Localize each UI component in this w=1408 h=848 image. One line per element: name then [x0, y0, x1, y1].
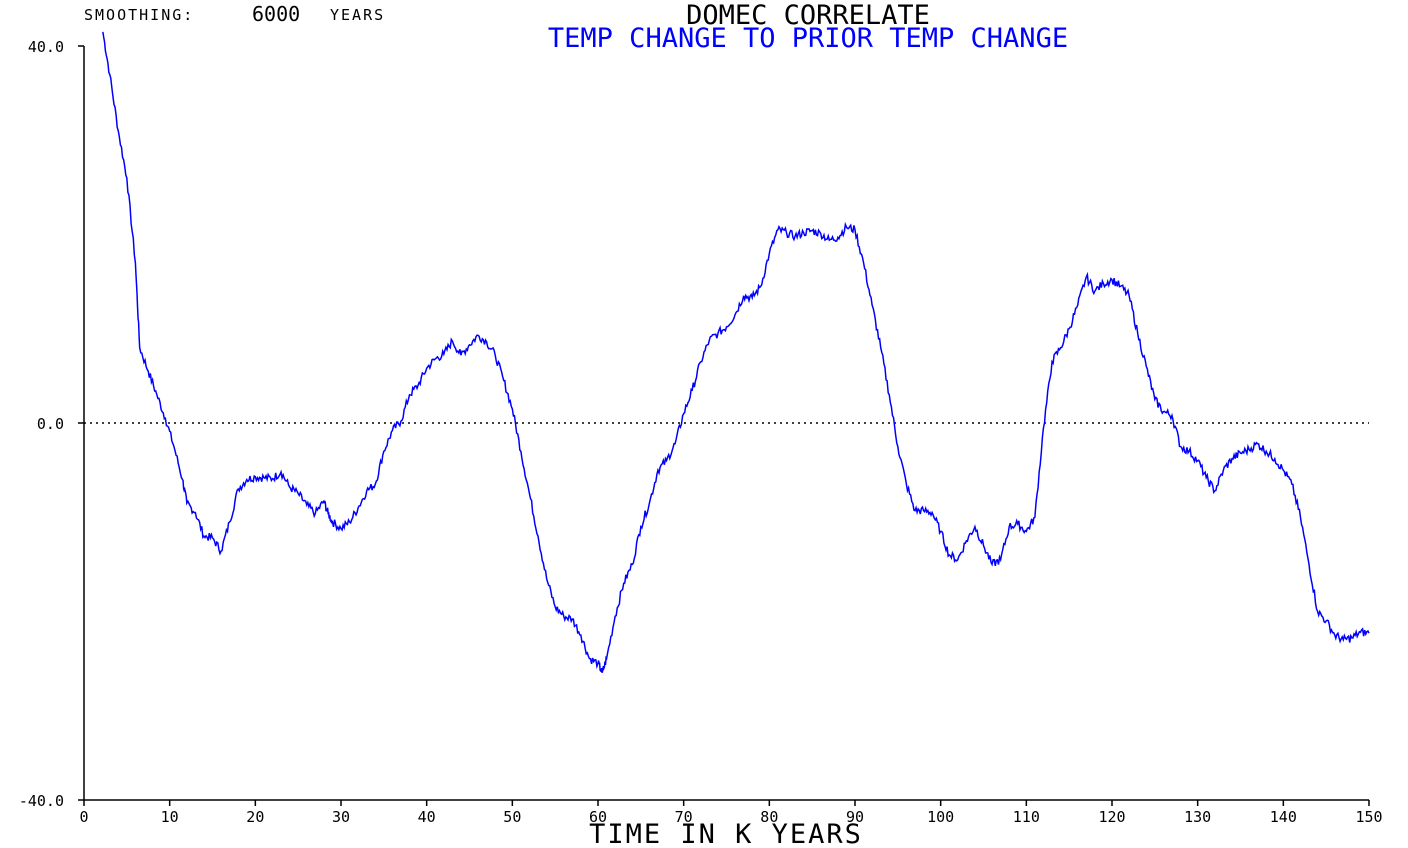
y-tick-label: 40.0 — [28, 38, 64, 56]
x-tick-label: 100 — [927, 808, 954, 826]
x-tick-label: 80 — [760, 808, 778, 826]
x-tick-label: 10 — [161, 808, 179, 826]
x-tick-label: 0 — [79, 808, 88, 826]
chart-subtitle: TEMP CHANGE TO PRIOR TEMP CHANGE — [548, 23, 1068, 54]
smoothing-unit: YEARS — [330, 6, 385, 24]
x-tick-label: 140 — [1270, 808, 1297, 826]
x-tick-label: 30 — [332, 808, 350, 826]
smoothing-value: 6000 — [252, 2, 300, 26]
smoothing-label: SMOOTHING: — [84, 6, 194, 24]
x-tick-label: 120 — [1098, 808, 1125, 826]
x-tick-label: 110 — [1013, 808, 1040, 826]
x-axis-label: TIME IN K YEARS — [589, 819, 863, 848]
x-tick-label: 20 — [246, 808, 264, 826]
x-tick-label: 130 — [1184, 808, 1211, 826]
x-ticks: 0 10 20 30 40 50 60 70 80 90 100 110 120 130 140 150 — [79, 800, 1383, 826]
y-ticks: -40.0 0.0 40.0 — [19, 38, 84, 810]
y-tick-label: -40.0 — [19, 792, 64, 810]
x-tick-label: 50 — [503, 808, 521, 826]
x-tick-label: 150 — [1355, 808, 1382, 826]
x-tick-label: 70 — [675, 808, 693, 826]
y-tick-label: 0.0 — [37, 415, 64, 433]
x-tick-label: 40 — [418, 808, 436, 826]
x-tick-label: 60 — [589, 808, 607, 826]
series-line — [102, 31, 1370, 673]
chart-title: DOMEC CORRELATE — [686, 0, 930, 31]
x-tick-label: 90 — [846, 808, 864, 826]
